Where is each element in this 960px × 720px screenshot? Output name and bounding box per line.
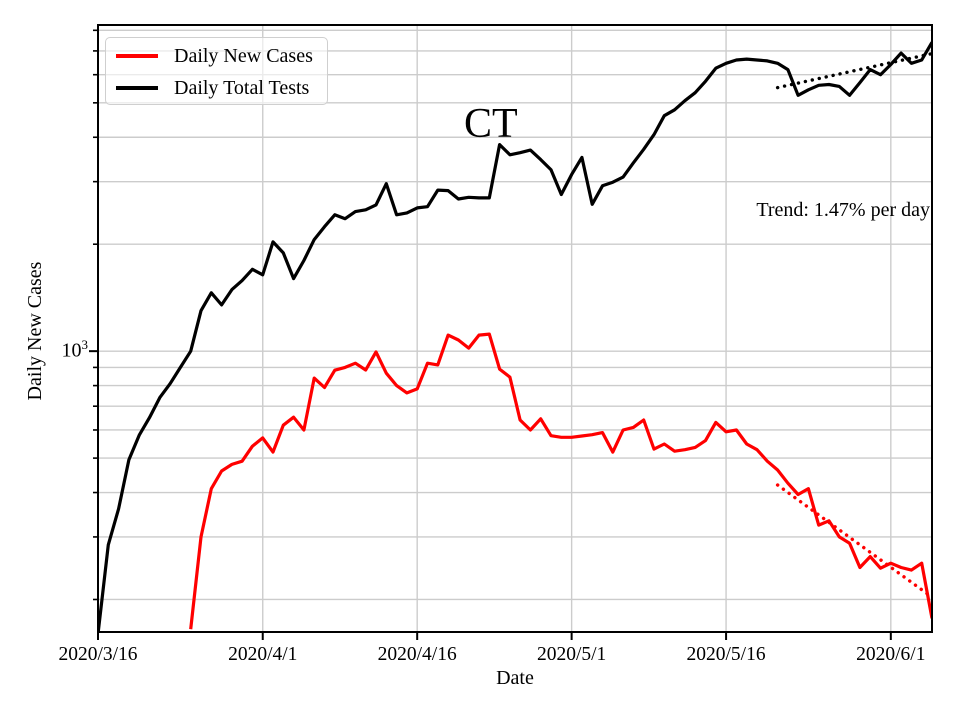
black-line-sample xyxy=(116,86,158,90)
legend-item-daily-new-cases: Daily New Cases xyxy=(106,40,327,72)
x-tick-label: 2020/5/16 xyxy=(686,644,766,665)
x-tick-label: 2020/4/16 xyxy=(377,644,457,665)
x-tick-label: 2020/6/1 xyxy=(856,644,926,665)
red-line-sample xyxy=(116,54,158,58)
x-tick-label: 2020/4/1 xyxy=(228,644,298,665)
x-tick-label: 2020/3/16 xyxy=(58,644,138,665)
chart-title-state: CT xyxy=(464,101,518,147)
y-axis-label: Daily New Cases xyxy=(24,261,46,401)
legend-item-daily-total-tests: Daily Total Tests xyxy=(106,72,327,104)
x-axis-label: Date xyxy=(496,667,534,689)
legend: Daily New Cases Daily Total Tests xyxy=(105,37,328,105)
x-tick-label: 2020/5/1 xyxy=(536,644,607,665)
legend-label: Daily New Cases xyxy=(174,44,313,67)
legend-label: Daily Total Tests xyxy=(174,76,310,99)
y-axis-tick-label: 103 xyxy=(61,337,89,362)
trend-annotation: Trend: 1.47% per day xyxy=(756,199,930,221)
